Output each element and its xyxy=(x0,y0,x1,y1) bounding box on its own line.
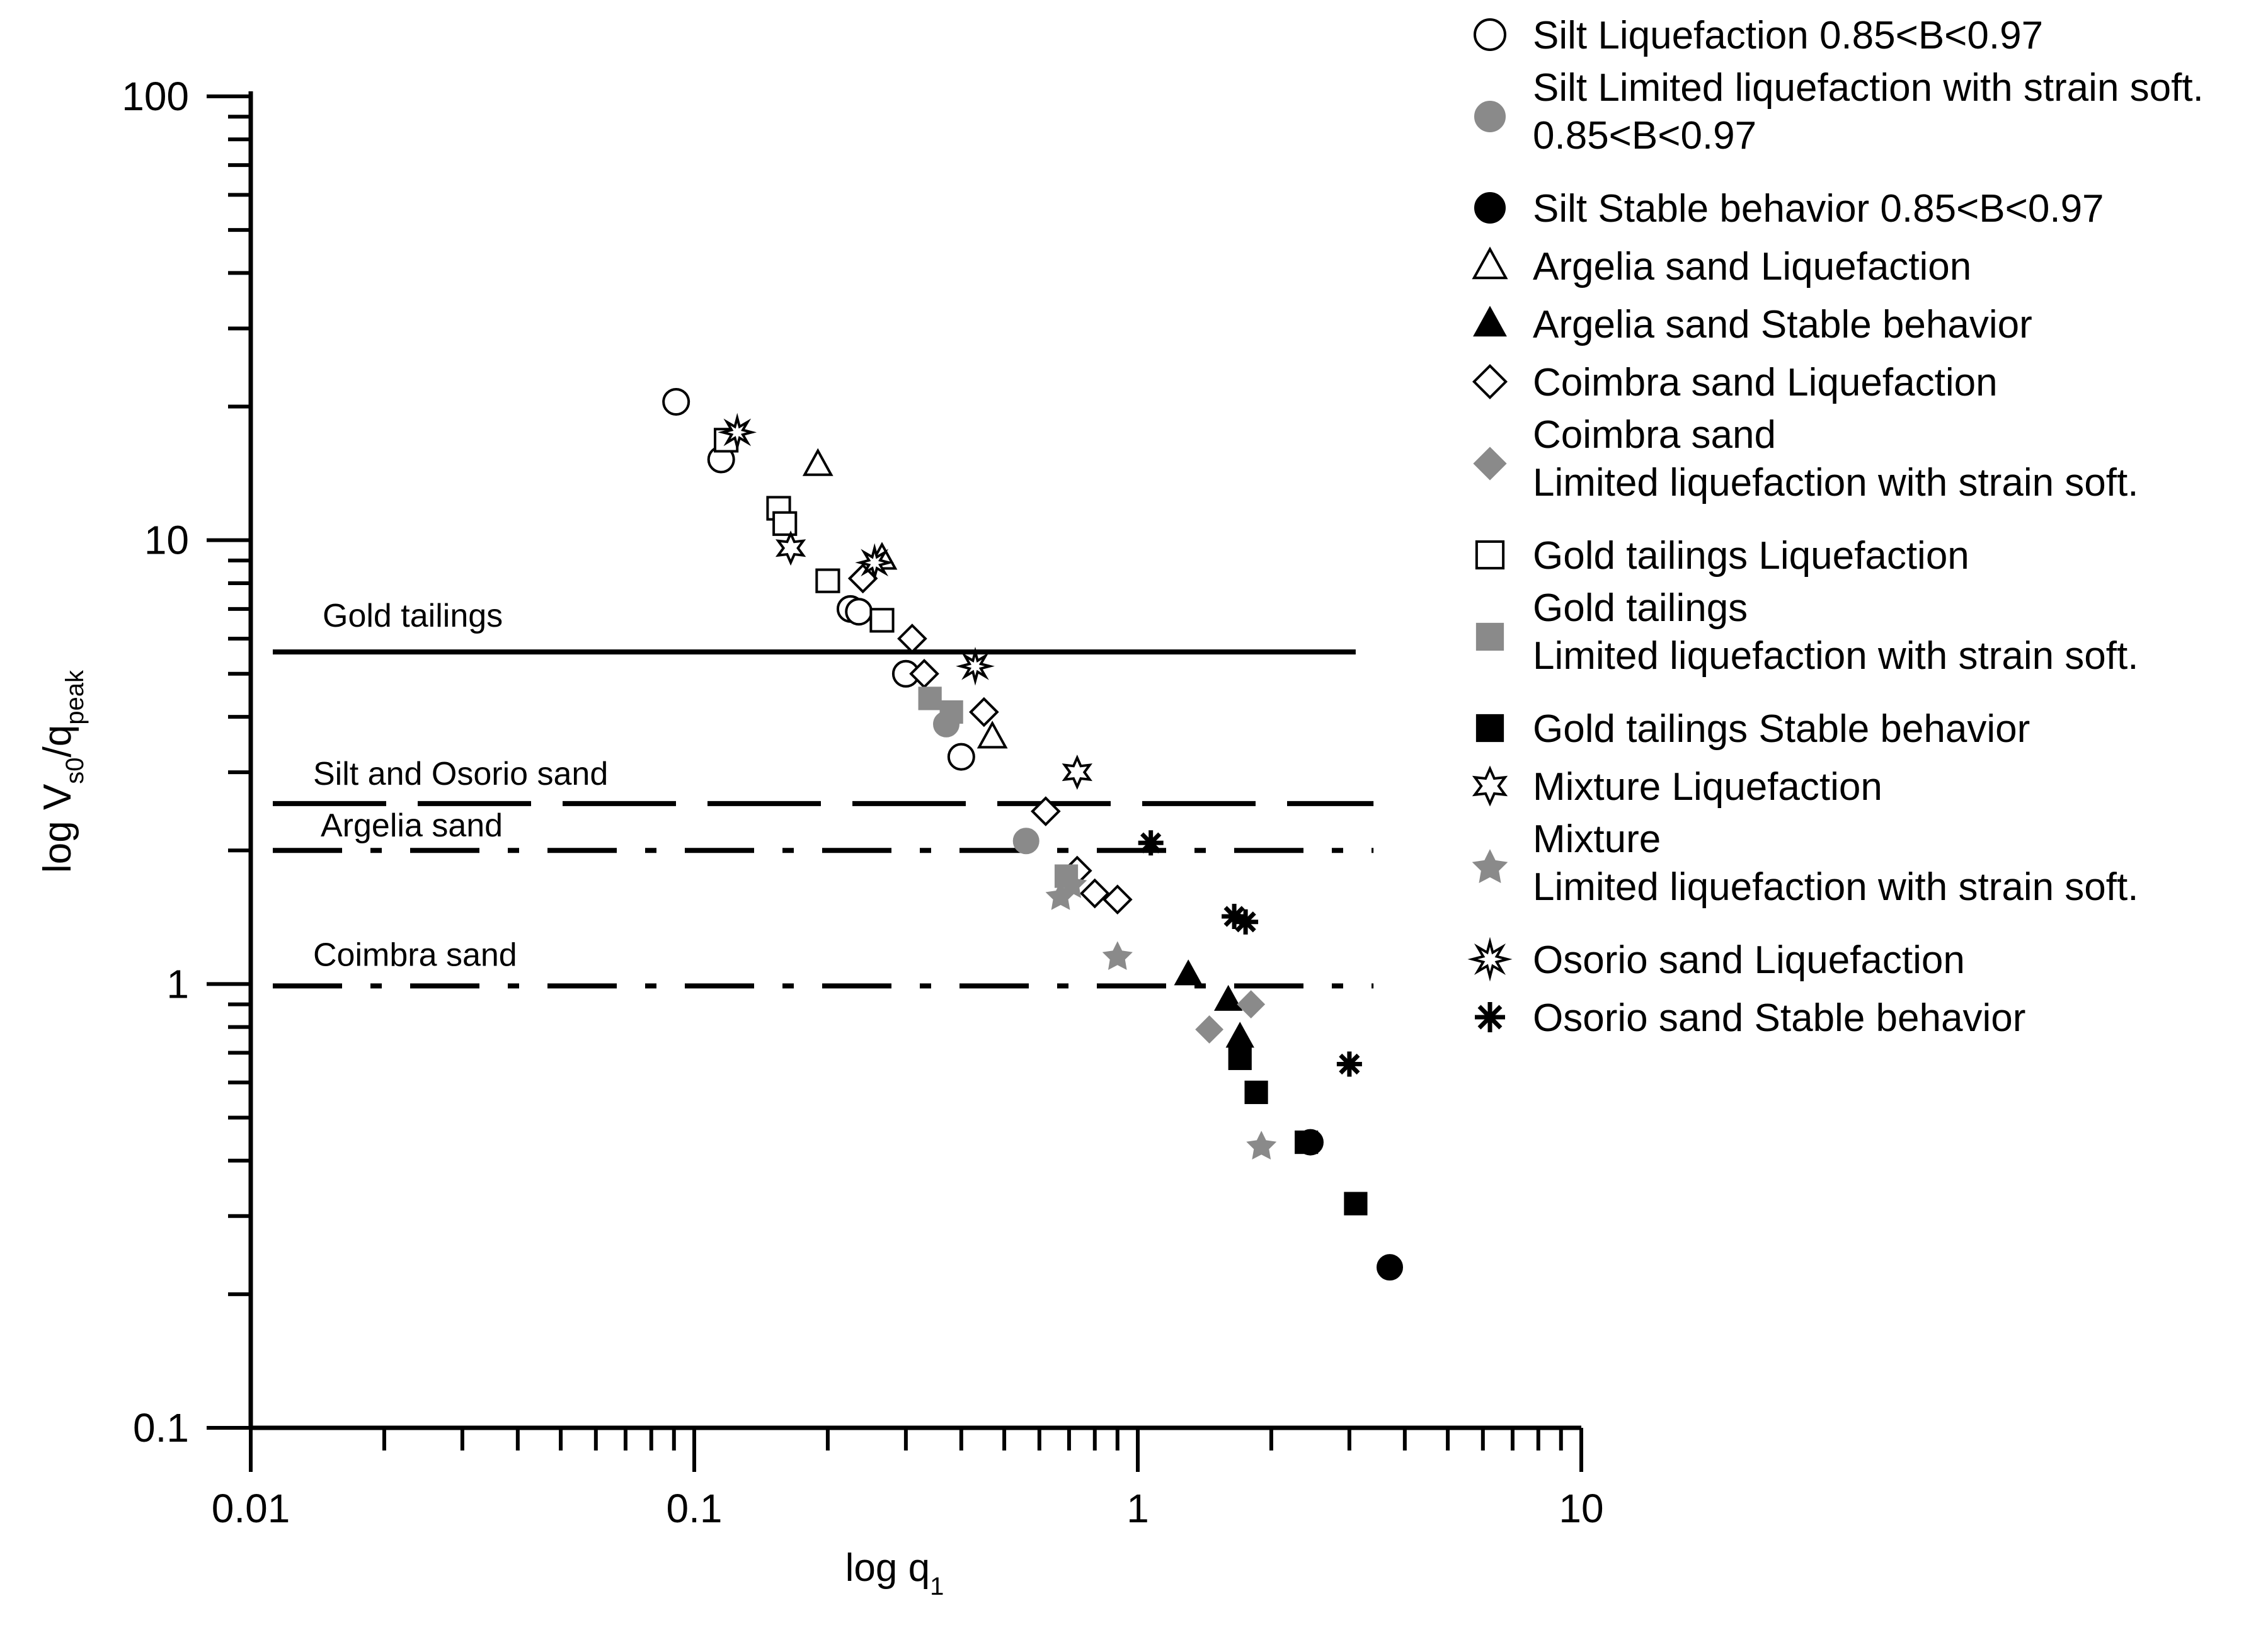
data-point-square-gray xyxy=(918,687,942,710)
data-point-star5-gray xyxy=(1057,869,1087,898)
data-point-square-open xyxy=(869,608,895,633)
asterisk-stroke xyxy=(1477,1005,1503,1030)
data-point-square-black xyxy=(1344,1192,1368,1216)
axes: 0.1 1 10 100 0.01 0.1 1 10 xyxy=(122,74,1603,1531)
data-point-triangle-black xyxy=(1214,984,1243,1011)
legend-label-square-gray: Gold tailings Limited liquefaction with s… xyxy=(1533,586,2138,678)
data-point-diamond-open xyxy=(897,624,927,654)
legend-label-diamond-open: Coimbra sand Liquefaction xyxy=(1533,361,1998,404)
legend-label-triangle-open: Argelia sand Liquefaction xyxy=(1533,245,1971,288)
legend-label-star6-open: Mixture Liquefaction xyxy=(1533,765,1882,809)
legend-marker-square-gray xyxy=(1475,622,1504,651)
legend: Silt Liquefaction 0.85<B<0.97 Silt Limite… xyxy=(1467,14,2204,1040)
data-point-triangle-black xyxy=(1174,959,1203,986)
legend-marker-burst-open xyxy=(1467,937,1513,982)
threshold-label-gold-tailings: Gold tailings xyxy=(323,598,503,634)
data-point-square-open xyxy=(815,568,840,593)
legend-marker-diamond-gray xyxy=(1473,447,1507,481)
asterisk-stroke xyxy=(1339,1053,1360,1075)
y-tick-label: 0.1 xyxy=(133,1405,189,1450)
legend-marker-triangle-open xyxy=(1472,246,1508,280)
x-tick-label: 1 xyxy=(1126,1486,1149,1531)
data-point-square-black xyxy=(1295,1130,1319,1154)
data-point-diamond-gray xyxy=(1195,1015,1224,1044)
data-point-square-open xyxy=(772,511,798,536)
legend-label-diamond-gray: Coimbra sand Limited liquefaction with st… xyxy=(1533,413,2138,504)
data-point-star5-gray xyxy=(1246,1131,1277,1160)
legend-label-square-open: Gold tailings Liquefaction xyxy=(1533,534,1969,578)
legend-label-star5-gray: Mixture Limited liquefaction with strain … xyxy=(1533,818,2138,909)
data-point-star6-open xyxy=(775,530,806,566)
legend-label-circle-black: Silt Stable behavior 0.85<B<0.97 xyxy=(1533,187,2104,231)
threshold-lines: Gold tailings Silt and Osorio sand Argelia… xyxy=(273,598,1374,989)
y-tick-label: 1 xyxy=(166,961,189,1006)
data-point-square-black xyxy=(1228,1046,1252,1070)
y-tick-label: 100 xyxy=(122,74,189,119)
y-tick-label: 10 xyxy=(144,518,189,563)
data-point-star5-gray xyxy=(1102,941,1133,971)
legend-label-triangle-black: Argelia sand Stable behavior xyxy=(1533,303,2032,346)
threshold-label-coimbra-sand: Coimbra sand xyxy=(313,937,517,973)
legend-label-circle-gray: Silt Limited liquefaction with strain so… xyxy=(1533,66,2204,157)
y-axis-title: log Vs0/qpeak xyxy=(36,670,89,873)
legend-marker-circle-black xyxy=(1474,192,1506,224)
data-point-burst-open xyxy=(956,646,995,686)
x-tick-label: 0.1 xyxy=(667,1486,723,1531)
data-points xyxy=(662,387,1404,1281)
data-point-star6-open xyxy=(1062,755,1093,790)
data-point-triangle-open xyxy=(802,448,833,476)
legend-marker-diamond-open xyxy=(1472,363,1508,400)
legend-marker-square-open xyxy=(1475,540,1505,570)
legend-marker-star5-gray xyxy=(1472,849,1508,884)
data-point-asterisk-black xyxy=(1138,830,1164,856)
legend-marker-star6-open xyxy=(1472,765,1508,807)
x-tick-label: 0.01 xyxy=(212,1486,290,1531)
legend-marker-square-black xyxy=(1475,714,1504,743)
data-point-diamond-open xyxy=(969,697,999,727)
data-point-circle-open xyxy=(662,387,690,416)
data-point-asterisk-black xyxy=(1336,1051,1362,1077)
data-point-circle-open xyxy=(947,743,975,771)
legend-label-circle-open: Silt Liquefaction 0.85<B<0.97 xyxy=(1533,14,2043,57)
data-point-diamond-open xyxy=(1102,884,1133,915)
data-point-triangle-open xyxy=(976,721,1008,749)
data-point-diamond-open xyxy=(847,563,878,594)
data-point-diamond-open xyxy=(1031,796,1061,826)
threshold-label-silt-and-osorio-sand: Silt and Osorio sand xyxy=(313,756,608,792)
x-tick-label: 10 xyxy=(1559,1486,1603,1531)
asterisk-stroke xyxy=(1140,832,1162,853)
legend-marker-circle-open xyxy=(1474,18,1506,51)
legend-marker-triangle-black xyxy=(1473,305,1507,337)
threshold-label-argelia-sand: Argelia sand xyxy=(321,807,503,844)
legend-label-asterisk-black: Osorio sand Stable behavior xyxy=(1533,996,2025,1040)
data-point-square-gray xyxy=(939,700,963,724)
data-point-asterisk-black xyxy=(1233,909,1259,935)
data-point-burst-open xyxy=(855,543,895,583)
legend-marker-asterisk-black xyxy=(1475,1002,1505,1032)
data-point-square-open xyxy=(766,496,791,521)
data-point-diamond-open xyxy=(1079,878,1110,909)
data-point-burst-open xyxy=(718,413,757,452)
data-point-diamond-gray xyxy=(1237,990,1266,1018)
data-point-circle-open xyxy=(845,598,873,626)
data-point-circle-black xyxy=(1377,1254,1404,1281)
data-point-square-black xyxy=(1244,1080,1268,1104)
asterisk-stroke xyxy=(1235,911,1256,933)
data-point-circle-gray xyxy=(1012,828,1040,855)
legend-label-square-black: Gold tailings Stable behavior xyxy=(1533,707,2030,751)
asterisk-stroke xyxy=(1223,906,1245,927)
x-axis-title: log q1 xyxy=(845,1546,944,1600)
legend-marker-circle-gray xyxy=(1474,101,1506,132)
legend-label-burst-open: Osorio sand Liquefaction xyxy=(1533,938,1965,982)
